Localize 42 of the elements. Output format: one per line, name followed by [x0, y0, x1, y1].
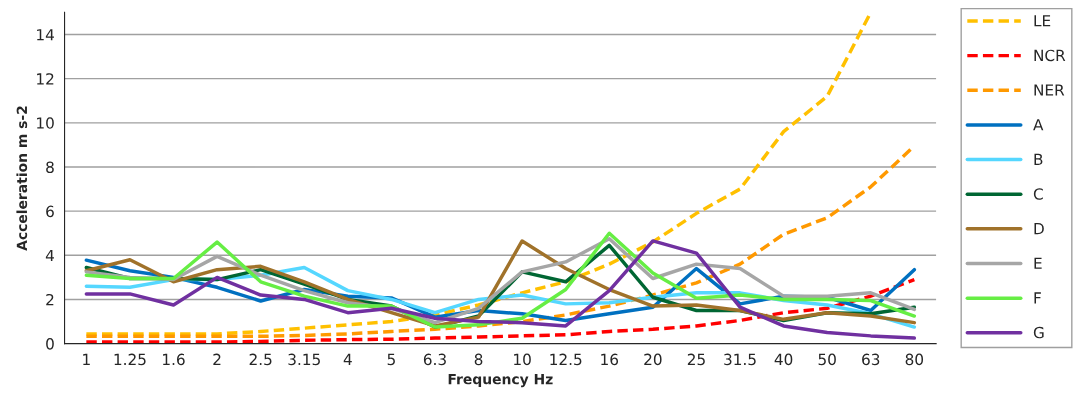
y-tick-label: 2 [46, 293, 54, 306]
x-tick-label: 20 [644, 353, 662, 366]
y-tick-label: 0 [46, 338, 54, 350]
x-axis-title: Frequency Hz [448, 374, 553, 388]
x-tick-label: 2.5 [249, 353, 272, 366]
legend-label: LE [1034, 15, 1051, 27]
legend-label: NER [1034, 84, 1065, 96]
x-tick-label: 16 [601, 353, 619, 366]
x-tick-label: 40 [774, 353, 793, 366]
y-tick-label: 8 [46, 161, 54, 173]
line-series [84, 277, 917, 344]
legend-label: G [1033, 326, 1044, 339]
x-tick-label: 3.15 [288, 353, 320, 366]
legend-label: NCR [1034, 49, 1066, 62]
y-tick-label: 10 [37, 117, 54, 129]
x-tick-label: 4 [343, 353, 352, 365]
x-tick-label: 1.25 [114, 353, 146, 366]
x-tick-label: 8 [474, 353, 483, 366]
x-tick-label: 5 [387, 353, 395, 366]
legend-label: D [1034, 223, 1044, 235]
x-tick-label: 6.3 [423, 353, 446, 366]
x-tick-label: 80 [905, 353, 924, 366]
x-tick-label: 1 [83, 353, 90, 365]
x-tick-label: 50 [818, 353, 836, 366]
y-tick-label: 6 [46, 205, 54, 218]
x-tick-label: 2 [213, 353, 221, 365]
legend-label: C [1033, 188, 1043, 200]
y-tick-label: 12 [37, 73, 54, 85]
line-series [84, 12, 873, 336]
x-tick-label: 10 [514, 353, 531, 366]
legend-label: E [1034, 257, 1042, 269]
y-tick-label: 14 [37, 29, 54, 41]
x-tick-label: 12.5 [550, 353, 582, 366]
y-axis-title: Acceleration m s-2 [16, 106, 28, 251]
legend-label: F [1034, 292, 1041, 304]
y-tick-label: 4 [45, 249, 54, 262]
legend-label: B [1034, 153, 1043, 165]
legend-label: A [1033, 119, 1044, 131]
x-tick-label: 1.6 [163, 353, 185, 366]
x-tick-label: 25 [687, 353, 705, 366]
x-tick-label: 31.5 [724, 353, 756, 366]
x-tick-label: 63 [862, 353, 880, 366]
